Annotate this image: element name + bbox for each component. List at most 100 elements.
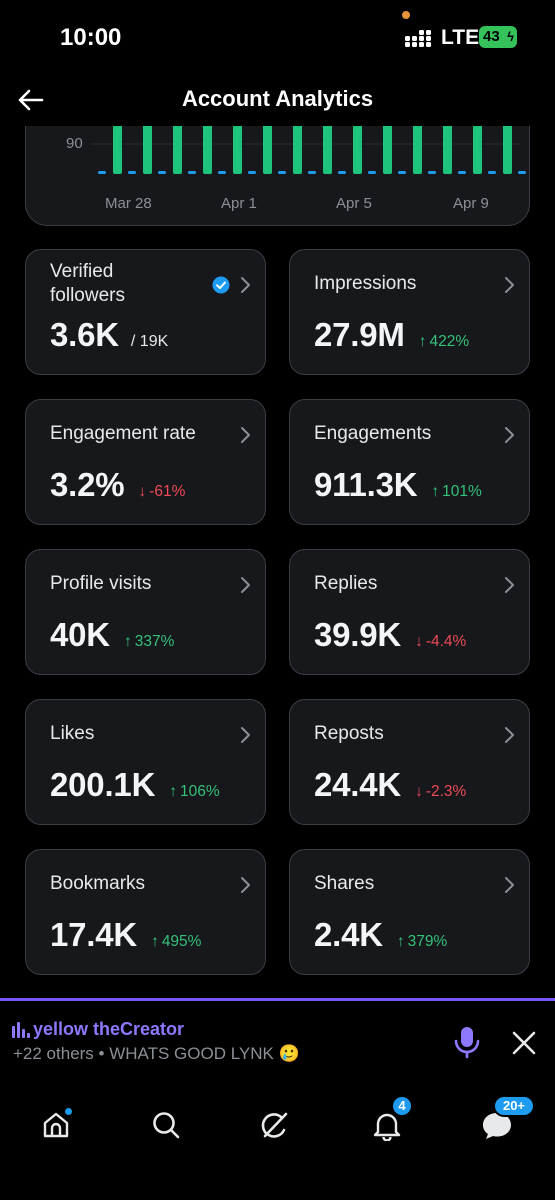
bar-green xyxy=(143,126,152,174)
bar-blue xyxy=(218,171,226,174)
close-space-button[interactable] xyxy=(508,1027,540,1059)
arrow-down-icon: ↓ xyxy=(415,783,423,800)
followers-chart-card[interactable]: 90 Mar 28 Apr 1 Apr 5 Apr 9 xyxy=(25,126,530,226)
nav-notifications[interactable]: 4 xyxy=(361,1095,413,1151)
nav-home[interactable] xyxy=(30,1099,82,1151)
stat-value-row: 27.9M ↑ 422% xyxy=(314,316,469,354)
bar-green xyxy=(383,126,392,174)
bottom-nav: 4 20+ xyxy=(0,1085,555,1200)
stat-card-impressions[interactable]: Impressions 27.9M ↑ 422% xyxy=(289,249,530,375)
bar-green xyxy=(443,126,452,174)
bar-green xyxy=(233,126,242,174)
stat-change: ↑ 106% xyxy=(169,783,219,801)
stat-change-value: 379% xyxy=(407,933,448,950)
bar-blue xyxy=(188,171,196,174)
chevron-right-icon xyxy=(505,427,514,443)
stat-value-row: 200.1K ↑ 106% xyxy=(50,766,220,804)
bar-blue xyxy=(158,171,166,174)
stat-value: 911.3K xyxy=(314,466,418,503)
spaces-divider xyxy=(0,998,555,1001)
battery-level: 43 xyxy=(483,28,500,45)
stat-change: ↓ -61% xyxy=(138,483,185,501)
bar-blue xyxy=(368,171,376,174)
stat-card-profile-visits[interactable]: Profile visits 40K ↑ 337% xyxy=(25,549,266,675)
stat-label: Verified followers xyxy=(50,261,125,306)
stat-card-likes[interactable]: Likes 200.1K ↑ 106% xyxy=(25,699,266,825)
stat-value-row: 17.4K ↑ 495% xyxy=(50,916,201,954)
bar-green xyxy=(113,126,122,174)
stat-value-row: 2.4K ↑ 379% xyxy=(314,916,447,954)
bar-blue xyxy=(518,171,526,174)
stat-value-row: 39.9K ↓ -4.4% xyxy=(314,616,466,654)
stat-value: 2.4K xyxy=(314,916,383,953)
bar-blue xyxy=(428,171,436,174)
page-header: Account Analytics xyxy=(0,76,555,126)
stat-change-value: 101% xyxy=(442,483,482,500)
arrow-up-icon: ↑ xyxy=(123,633,132,650)
battery-icon: 43 ϟ xyxy=(479,26,517,48)
page-title: Account Analytics xyxy=(181,86,374,111)
nav-messages[interactable]: 20+ xyxy=(471,1095,535,1151)
close-icon xyxy=(512,1031,536,1055)
bar-green xyxy=(173,126,182,174)
chevron-right-icon xyxy=(241,277,250,293)
arrow-up-icon: ↑ xyxy=(418,333,427,350)
stat-card-verified-followers[interactable]: Verified followers 3.6K / 19K xyxy=(25,249,266,375)
nav-search[interactable] xyxy=(140,1099,192,1151)
space-subtitle: +22 others • WHATS GOOD LYNK 🥲 xyxy=(13,1044,300,1063)
stat-value: 27.9M xyxy=(314,316,405,353)
bar-green xyxy=(203,126,212,174)
arrow-left-icon xyxy=(18,89,44,111)
stat-card-replies[interactable]: Replies 39.9K ↓ -4.4% xyxy=(289,549,530,675)
stat-value-row: 3.6K / 19K xyxy=(50,316,168,354)
stat-change-value: -4.4% xyxy=(425,633,467,650)
chevron-right-icon xyxy=(241,577,250,593)
stat-change: ↑ 495% xyxy=(151,933,201,951)
chevron-right-icon xyxy=(241,727,250,743)
stat-change-value: -61% xyxy=(149,483,186,500)
arrow-up-icon: ↑ xyxy=(431,483,440,500)
nav-grok[interactable] xyxy=(249,1099,301,1151)
y-tick-label: 90 xyxy=(66,135,83,152)
x-tick-label: Apr 5 xyxy=(336,195,372,212)
microphone-button[interactable] xyxy=(452,1025,482,1059)
stat-value: 200.1K xyxy=(50,766,156,803)
stat-value-row: 3.2% ↓ -61% xyxy=(50,466,185,504)
x-tick-label: Apr 9 xyxy=(453,195,489,212)
arrow-up-icon: ↑ xyxy=(151,933,159,950)
stat-card-reposts[interactable]: Reposts 24.4K ↓ -2.3% xyxy=(289,699,530,825)
bar-blue xyxy=(458,171,466,174)
notifications-badge: 4 xyxy=(391,1095,413,1117)
messages-icon xyxy=(483,1113,511,1139)
chevron-right-icon xyxy=(505,877,514,893)
space-host: yellow theCreator xyxy=(12,1019,184,1040)
charging-bolt-icon: ϟ xyxy=(507,29,514,44)
chevron-right-icon xyxy=(505,277,514,293)
stat-label: Replies xyxy=(314,573,378,594)
stat-label: Profile visits xyxy=(50,573,152,594)
stat-change: ↑ 337% xyxy=(124,633,174,651)
back-button[interactable] xyxy=(12,82,48,118)
arrow-up-icon: ↑ xyxy=(396,933,405,950)
chevron-right-icon xyxy=(505,577,514,593)
home-unread-dot xyxy=(64,1107,73,1116)
stat-change-value: 337% xyxy=(134,633,175,650)
stat-label: Likes xyxy=(50,723,95,744)
chart-viewport: 90 Mar 28 Apr 1 Apr 5 Apr 9 xyxy=(0,126,555,230)
live-space-bar[interactable]: yellow theCreator +22 others • WHATS GOO… xyxy=(0,1001,555,1085)
x-tick-label: Apr 1 xyxy=(221,195,257,212)
bar-green xyxy=(473,126,482,174)
stat-card-bookmarks[interactable]: Bookmarks 17.4K ↑ 495% xyxy=(25,849,266,975)
bar-blue xyxy=(98,171,106,174)
bar-green xyxy=(413,126,422,174)
stat-card-shares[interactable]: Shares 2.4K ↑ 379% xyxy=(289,849,530,975)
stat-card-engagements[interactable]: Engagements 911.3K ↑ 101% xyxy=(289,399,530,525)
bar-blue xyxy=(278,171,286,174)
home-icon xyxy=(43,1112,69,1138)
microphone-icon xyxy=(454,1027,480,1059)
stat-card-engagement-rate[interactable]: Engagement rate 3.2% ↓ -61% xyxy=(25,399,266,525)
stat-label: Impressions xyxy=(314,273,417,294)
verified-badge-icon xyxy=(212,276,230,294)
stat-value: 39.9K xyxy=(314,616,402,653)
stat-change: ↑ 422% xyxy=(419,333,469,351)
